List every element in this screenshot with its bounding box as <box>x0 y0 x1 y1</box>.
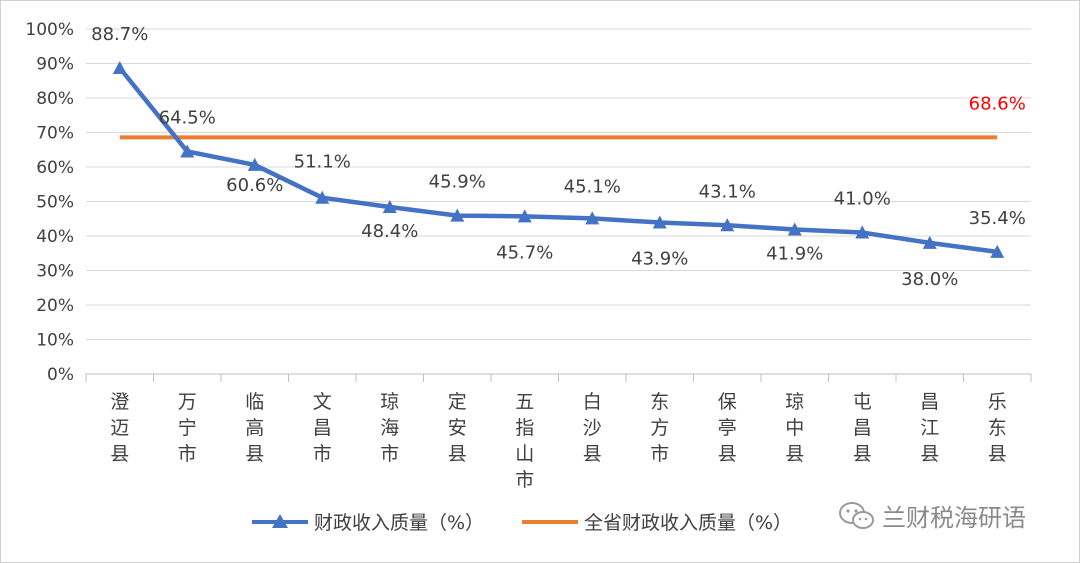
data-label: 51.1% <box>294 152 351 173</box>
x-tick-label: 澄迈县 <box>110 391 129 465</box>
series-1-marker <box>720 218 735 232</box>
data-label: 60.6% <box>226 175 283 196</box>
x-tick-label: 文昌市 <box>313 391 332 465</box>
legend-swatch-blue-triangle <box>252 512 308 532</box>
series-1-marker <box>585 211 600 225</box>
y-tick-label: 0% <box>47 365 74 385</box>
legend-swatch-orange-line <box>522 512 578 532</box>
x-tick-label: 五指山市 <box>515 391 534 491</box>
series-2-end-label: 68.6% <box>969 93 1026 114</box>
data-label: 45.1% <box>564 176 621 197</box>
y-tick-label: 50% <box>36 193 74 213</box>
x-tick-label: 乐东县 <box>988 391 1007 465</box>
x-tick-label: 临高县 <box>245 391 264 465</box>
data-label: 38.0% <box>901 269 958 290</box>
data-label: 88.7% <box>91 24 148 45</box>
watermark-text: 兰财税海研语 <box>882 504 1026 532</box>
x-tick-label: 琼中县 <box>785 391 804 465</box>
y-tick-label: 80% <box>36 89 74 109</box>
data-label: 45.7% <box>496 242 553 263</box>
data-label: 41.9% <box>766 243 823 264</box>
legend-item-series-2: 全省财政收入质量（%） <box>522 508 792 535</box>
series-1-marker <box>180 144 195 158</box>
series-1-marker <box>247 157 262 171</box>
y-tick-label: 40% <box>36 227 74 247</box>
y-tick-label: 30% <box>36 262 74 282</box>
series-1-line <box>118 66 998 255</box>
data-label: 35.4% <box>969 208 1026 229</box>
watermark: 兰财税海研语 <box>838 498 1026 533</box>
legend-item-series-1: 财政收入质量（%） <box>252 508 484 535</box>
series-1-marker <box>517 209 532 223</box>
data-label: 41.0% <box>834 189 891 210</box>
data-label: 64.5% <box>159 107 216 128</box>
x-tick-label: 昌江县 <box>920 391 939 465</box>
series-1-marker <box>652 215 667 229</box>
series-1-marker <box>787 222 802 236</box>
series-1-marker <box>990 244 1005 258</box>
y-tick-label: 70% <box>36 124 74 144</box>
series-1-marker <box>112 60 127 74</box>
x-tick-label: 万宁市 <box>178 391 197 465</box>
data-label: 48.4% <box>361 221 418 242</box>
x-tick-label: 屯昌县 <box>853 391 872 465</box>
y-tick-label: 20% <box>36 296 74 316</box>
y-tick-label: 90% <box>36 55 74 75</box>
data-label: 43.9% <box>631 249 688 270</box>
x-tick-label: 保亭县 <box>718 391 737 465</box>
legend-label-series-2: 全省财政收入质量（%） <box>584 512 793 534</box>
y-tick-label: 60% <box>36 158 74 178</box>
legend-label-series-1: 财政收入质量（%） <box>314 512 485 534</box>
data-label: 43.1% <box>699 181 756 202</box>
wechat-icon <box>839 501 874 529</box>
series-1-marker <box>855 225 870 239</box>
x-tick-label: 白沙县 <box>583 391 602 465</box>
y-tick-label: 100% <box>25 20 74 40</box>
series-1-marker <box>382 200 397 214</box>
x-tick-label: 东方市 <box>650 391 669 465</box>
series-1-marker <box>315 190 330 204</box>
y-tick-label: 10% <box>36 331 74 351</box>
data-label: 45.9% <box>429 172 486 193</box>
x-tick-label: 定安县 <box>448 391 467 465</box>
series-1-marker <box>922 235 937 249</box>
series-1-marker <box>450 208 465 222</box>
x-tick-label: 琼海市 <box>380 391 399 465</box>
